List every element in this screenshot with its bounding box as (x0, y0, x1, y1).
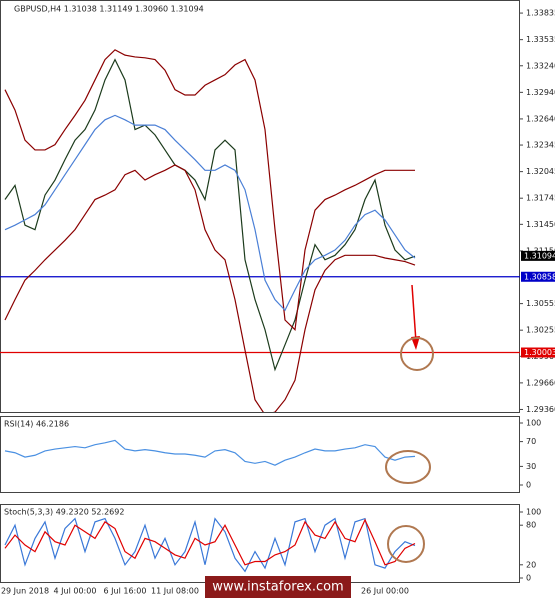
price-tag-label: 1.31094 (524, 251, 555, 260)
y-tick-label: 1.33835 (526, 9, 555, 18)
series-line (4, 58, 416, 372)
price-tag (521, 271, 555, 282)
series-line (4, 49, 415, 332)
watermark-bg (205, 576, 351, 598)
main-title: GBPUSD,H4 1.31038 1.31149 1.30960 1.3109… (14, 5, 204, 14)
rsi-title: RSI(14) 46.2186 (4, 420, 69, 429)
y-tick-label: 80 (526, 521, 536, 530)
stoch-circle (387, 525, 425, 563)
target-circle (400, 337, 434, 371)
marks: 1.33835 1.33535 1.33240 1.32940 1.32640 1.323… (0, 9, 555, 598)
x-tick-label: 11 Jul 08:00 (151, 587, 199, 596)
y-tick-label: 1.32640 (526, 114, 555, 123)
price-tag-label: 1.30858 (524, 272, 555, 281)
y-tick-label: 1.32045 (526, 167, 555, 176)
price-tag (521, 250, 555, 261)
y-tick-label: 1.31745 (526, 194, 555, 203)
arrow-head (411, 336, 420, 350)
y-tick-label: 1.29660 (526, 378, 555, 387)
watermark: www.instaforex.com (212, 580, 343, 595)
series-line (4, 518, 416, 566)
main-panel (0, 0, 520, 413)
y-tick-label: 100 (526, 419, 541, 428)
y-tick-label: 1.31450 (526, 220, 555, 229)
y-tick-label: 1.29360 (526, 405, 555, 414)
y-tick-label: 1.32345 (526, 141, 555, 150)
series-line (4, 517, 416, 573)
y-tick-label: 30 (526, 462, 536, 471)
y-tick-label: 0 (526, 481, 531, 490)
y-tick-label: 1.33240 (526, 61, 555, 70)
y-tick-label: 20 (526, 560, 536, 569)
y-tick-label: 100 (526, 508, 541, 517)
y-tick-label: 1.30255 (526, 326, 555, 335)
y-tick-label: 1.33535 (526, 35, 555, 44)
price-tag (521, 347, 555, 358)
x-tick-label: 26 Jul 00:00 (361, 587, 409, 596)
stoch-title: Stoch(5,3,3) 49.2320 52.2692 (4, 508, 124, 517)
rsi-circle (385, 450, 431, 484)
x-tick-label: 6 Jul 16:00 (104, 587, 147, 596)
y-tick-label: 0 (526, 574, 531, 583)
series-line (4, 114, 416, 312)
y-tick-label: 1.30555 (526, 299, 555, 308)
series-line (4, 164, 416, 412)
y-tick-label: 1.32940 (526, 88, 555, 97)
rsi-panel (0, 416, 520, 493)
price-tag-label: 1.30003 (524, 348, 555, 357)
x-tick-label: 29 Jun 2018 (1, 587, 49, 596)
series-line (4, 439, 416, 466)
arrow (411, 284, 417, 343)
y-tick-label: 70 (526, 437, 536, 446)
x-tick-label: 4 Jul 00:00 (54, 587, 97, 596)
